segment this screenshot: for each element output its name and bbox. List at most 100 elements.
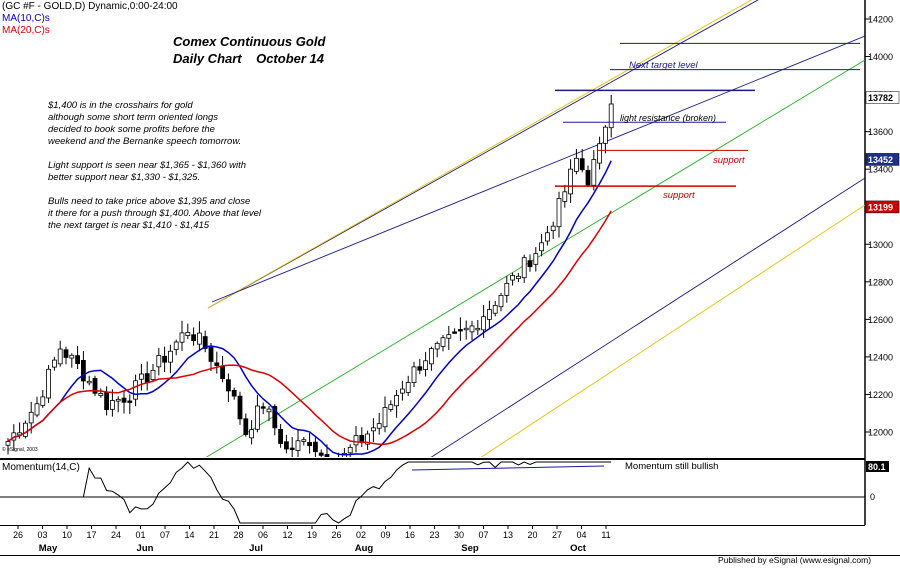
candle-body xyxy=(5,441,11,446)
candle-body xyxy=(423,360,429,370)
candle-body xyxy=(272,406,278,429)
ma10-price-flag-text: 13452 xyxy=(868,155,893,165)
channel-line xyxy=(207,0,759,309)
candle-body xyxy=(121,397,127,403)
candle-body xyxy=(434,342,440,350)
candle-body xyxy=(144,373,150,383)
day-tick-label: 26 xyxy=(13,530,23,540)
candle-body xyxy=(115,398,121,402)
publisher-footer: Published by eSignal (www.esignal.com) xyxy=(718,555,871,565)
candle-body xyxy=(278,429,284,444)
candle-body xyxy=(127,400,133,403)
candle-body xyxy=(214,362,220,366)
candle-body xyxy=(301,439,307,442)
day-tick-label: 26 xyxy=(331,530,341,540)
day-tick-label: 01 xyxy=(135,530,145,540)
price-tick-label: 14000 xyxy=(868,52,893,62)
day-tick-label: 21 xyxy=(209,530,219,540)
price-tick-label: 12800 xyxy=(868,277,893,287)
candle-body xyxy=(150,369,156,381)
candle-body xyxy=(446,334,452,339)
candle-body xyxy=(312,441,318,453)
commentary-line: the next target is near $1,410 - $1,415 xyxy=(48,220,210,231)
copyright-label: © eSignal, 2003 xyxy=(2,446,38,453)
ma10-line xyxy=(7,160,612,456)
candle-body xyxy=(220,365,226,379)
candle-body xyxy=(527,260,533,268)
day-tick-label: 02 xyxy=(356,530,366,540)
candle-body xyxy=(545,232,550,242)
day-tick-label: 11 xyxy=(601,530,610,540)
ma10-price-flag xyxy=(865,153,900,166)
candle-body xyxy=(191,334,197,341)
day-tick-label: 17 xyxy=(86,530,96,540)
candle-body xyxy=(440,337,446,347)
day-tick-label: 04 xyxy=(576,530,586,540)
candle-body xyxy=(504,282,510,296)
commentary-line: although some short term oriented longs xyxy=(48,112,218,123)
candle-body xyxy=(179,332,185,343)
momentum-value-flag xyxy=(866,461,889,472)
last-price-flag-text: 13782 xyxy=(868,93,893,103)
day-tick-label: 23 xyxy=(429,530,439,540)
candle-body xyxy=(347,446,353,454)
day-tick-label: 09 xyxy=(380,530,390,540)
price-tick-label: 12400 xyxy=(868,352,893,362)
month-label: Oct xyxy=(570,543,587,554)
candle-body xyxy=(167,350,173,363)
candle-body xyxy=(417,366,423,371)
candle-body xyxy=(243,418,249,435)
day-tick-label: 19 xyxy=(307,530,317,540)
panel-divider xyxy=(0,458,865,460)
ma20-line xyxy=(7,210,612,446)
candle-body xyxy=(521,257,527,279)
candle-body xyxy=(399,388,405,394)
candle-body xyxy=(550,225,556,232)
candle-body xyxy=(585,170,591,186)
day-tick-label: 03 xyxy=(37,530,47,540)
candle-body xyxy=(266,408,272,413)
support-annotation-1: support xyxy=(713,155,745,166)
candle-body xyxy=(486,309,492,320)
candle-body xyxy=(365,433,371,445)
symbol-label: (GC #F - GOLD,D) Dynamic,0:00-24:00 xyxy=(2,1,178,12)
candle-body xyxy=(249,429,255,439)
ma20-price-flag xyxy=(865,200,900,214)
day-tick-label: 16 xyxy=(405,530,415,540)
candle-body xyxy=(428,348,434,365)
price-tick-label: 12000 xyxy=(868,428,893,438)
day-tick-label: 12 xyxy=(282,530,292,540)
candle-body xyxy=(556,198,562,228)
month-label: May xyxy=(39,543,58,554)
channel-line xyxy=(480,204,865,457)
commentary-block: $1,400 is in the crosshairs for gold alt… xyxy=(47,100,262,231)
candle-body xyxy=(388,404,394,410)
candle-body xyxy=(574,157,579,172)
candle-body xyxy=(260,406,266,409)
candle-body xyxy=(75,355,80,365)
candle-body xyxy=(133,380,139,400)
candle-body xyxy=(492,305,498,314)
candle-body xyxy=(295,440,301,451)
candle-body xyxy=(231,390,237,397)
candle-body xyxy=(457,329,463,332)
support-annotation-2: support xyxy=(663,190,695,201)
ma20-price-flag-text: 13199 xyxy=(868,202,893,212)
price-tick-label: 13000 xyxy=(868,240,893,250)
candle-body xyxy=(237,395,243,420)
candle-body xyxy=(591,159,597,186)
candle-body xyxy=(46,368,51,399)
day-tick-label: 20 xyxy=(527,530,537,540)
candle-body xyxy=(405,382,411,393)
momentum-value: 80.1 xyxy=(868,462,886,472)
candle-body xyxy=(353,435,359,446)
candle-body xyxy=(533,253,539,265)
candle-body xyxy=(196,332,202,345)
commentary-line: decided to book some profits before the xyxy=(48,124,215,135)
momentum-label: Momentum(14,C) xyxy=(2,462,80,473)
candle-body xyxy=(156,355,162,368)
candle-body xyxy=(208,346,214,362)
price-tick-label: 12200 xyxy=(868,390,893,400)
candle-body xyxy=(92,378,98,394)
commentary-line: Light support is seen near $1,365 - $1,3… xyxy=(48,160,246,171)
